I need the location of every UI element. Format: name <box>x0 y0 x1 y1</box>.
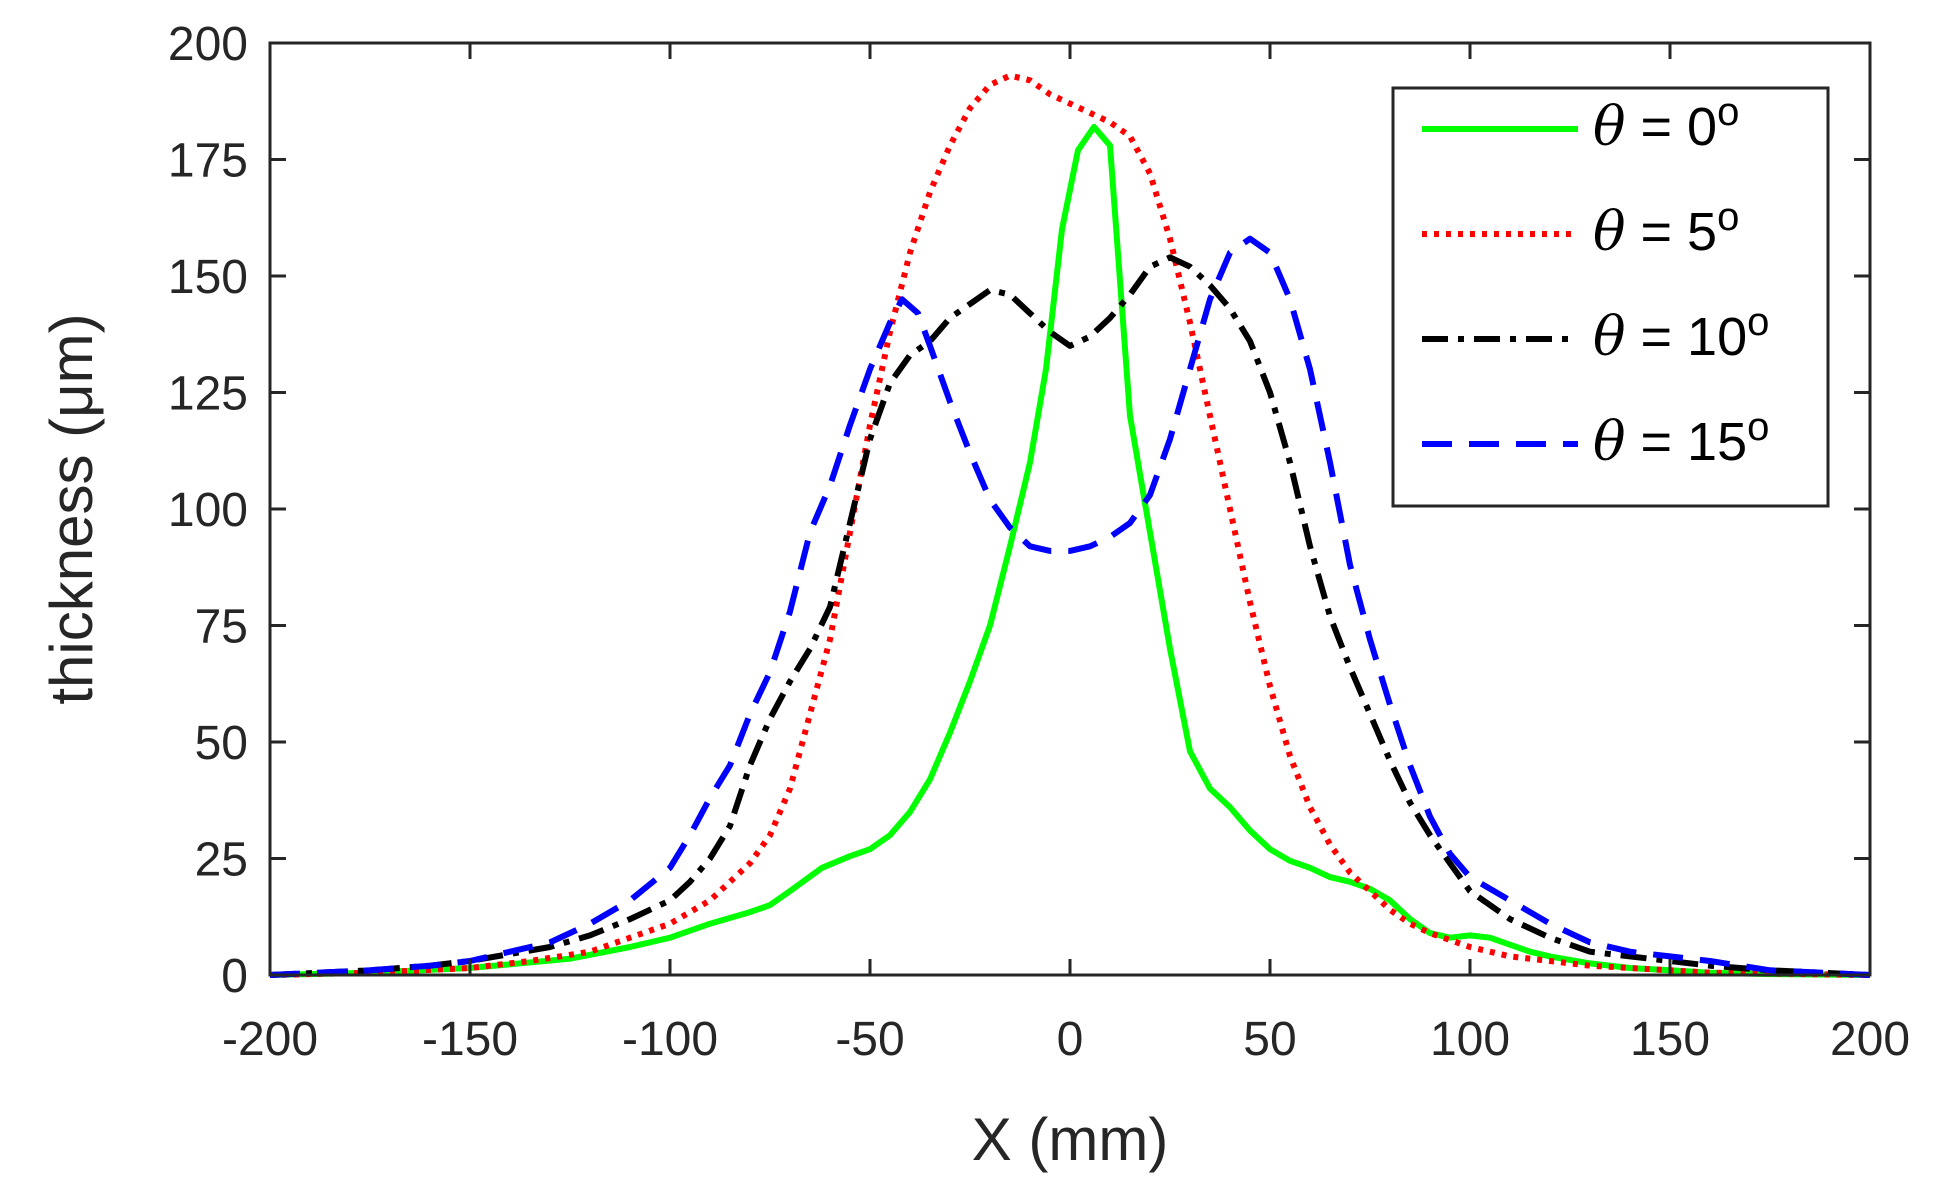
legend-degree-mark: o <box>1747 405 1769 449</box>
legend-value: = 15 <box>1626 412 1748 472</box>
y-tick-label: 100 <box>168 484 248 537</box>
y-axis-title: thickness (μm) <box>38 313 105 704</box>
y-tick-label: 125 <box>168 368 248 421</box>
legend-box <box>1391 86 1830 508</box>
legend-value: = 0 <box>1626 97 1718 157</box>
x-tick-label: 50 <box>1243 1013 1296 1066</box>
legend-degree-mark: o <box>1747 300 1769 344</box>
legend-theta-symbol: θ <box>1593 200 1626 263</box>
legend-label-0: θ = 0o <box>1593 90 1739 158</box>
x-tick-label: -200 <box>222 1013 318 1066</box>
x-tick-label: 100 <box>1430 1013 1510 1066</box>
y-tick-label: 25 <box>195 834 248 887</box>
series-line-2 <box>269 254 1871 978</box>
legend-value: = 5 <box>1626 202 1718 262</box>
y-tick-label: 200 <box>168 18 248 71</box>
legend-theta-symbol: θ <box>1593 95 1626 158</box>
legend-degree-mark: o <box>1717 90 1739 134</box>
series-line-3 <box>269 235 1871 978</box>
y-tick-label: 75 <box>195 601 248 654</box>
legend-label-3: θ = 15o <box>1593 405 1769 473</box>
ticks-layer: -200 -150 -100 -50 0 50 100 150 200 0 25 50 75 100 125… <box>168 18 1910 1066</box>
series-layer <box>269 72 1871 978</box>
legend-theta-symbol: θ <box>1593 305 1626 368</box>
x-tick-label: -50 <box>835 1013 904 1066</box>
legend-label-1: θ = 5o <box>1593 195 1739 263</box>
legend-value: = 10 <box>1626 307 1748 367</box>
x-axis-title: X (mm) <box>972 1106 1169 1173</box>
x-tick-label: 150 <box>1630 1013 1710 1066</box>
x-tick-label: -150 <box>422 1013 518 1066</box>
legend-degree-mark: o <box>1717 195 1739 239</box>
y-tick-label: 50 <box>195 717 248 770</box>
x-tick-label: 200 <box>1830 1013 1910 1066</box>
y-tick-label: 175 <box>168 135 248 188</box>
y-tick-label: 150 <box>168 251 248 304</box>
y-tick-label: 0 <box>221 950 248 1003</box>
legend-label-2: θ = 10o <box>1593 300 1769 368</box>
x-tick-label: 0 <box>1057 1013 1084 1066</box>
series-line-0 <box>269 123 1871 978</box>
legend-theta-symbol: θ <box>1593 410 1626 473</box>
x-tick-label: -100 <box>622 1013 718 1066</box>
